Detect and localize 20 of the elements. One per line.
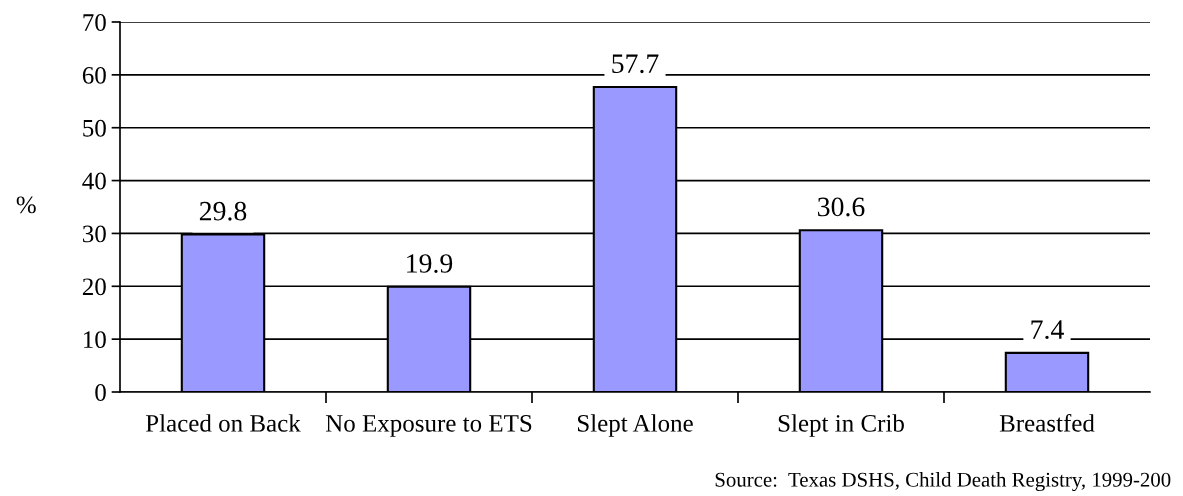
- y-tick-label: 40: [82, 172, 106, 190]
- y-tick-label: 10: [84, 331, 106, 349]
- y-tick-label: 20: [82, 278, 106, 296]
- y-tick-label: 30: [83, 225, 106, 243]
- data-label: 7.4: [1031, 320, 1064, 340]
- y-tick-label: 50: [83, 119, 106, 137]
- data-label: 30.6: [818, 197, 865, 217]
- x-tick-label: Slept in Crib: [778, 414, 904, 437]
- data-label: 29.8: [199, 201, 247, 221]
- source-note: Source: Texas DSHS, Child Death Registry, 1999-200: [715, 472, 1171, 492]
- data-label: 57.7: [612, 54, 659, 74]
- x-tick-label: Placed on Back: [145, 414, 301, 432]
- x-tick-label: Slept Alone: [577, 414, 693, 437]
- data-label: 19.9: [407, 254, 453, 273]
- y-axis-title: %: [16, 196, 36, 214]
- y-tick-label: 70: [83, 14, 106, 31]
- y-tick-label: 60: [82, 66, 106, 84]
- x-tick-label: No Exposure to ETS: [325, 414, 532, 437]
- y-tick-label: 0: [95, 384, 106, 401]
- x-tick-label: Breastfed: [999, 413, 1095, 432]
